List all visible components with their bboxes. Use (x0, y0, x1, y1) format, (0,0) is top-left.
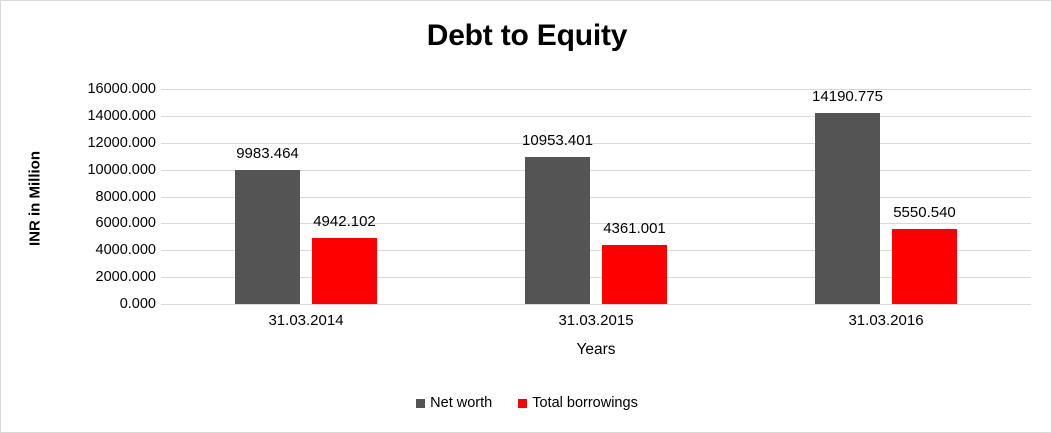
gridline (161, 89, 1031, 90)
y-axis-tick-label: 4000.000 (95, 242, 156, 259)
gridline (161, 115, 1031, 117)
chart-legend: Net worth Total borrowings (1, 395, 1051, 411)
bar-31-03-2016-net-worth[interactable] (815, 113, 880, 304)
y-axis-tick-label: 6000.000 (95, 215, 156, 232)
gridline (161, 277, 1031, 279)
plot-area: 9983.464 4942.102 10953.401 4361.001 14190.7… (161, 88, 1031, 305)
y-axis-tick-label: 8000.000 (95, 188, 156, 205)
gridline (161, 304, 1031, 305)
y-axis-tick-label: 14000.000 (87, 107, 156, 124)
legend-swatch-icon (416, 398, 426, 408)
legend-item-net-worth[interactable]: Net worth (416, 395, 492, 411)
bar-value-label: 5550.540 (893, 204, 956, 222)
gridline (161, 196, 1031, 198)
x-axis-title: Years (576, 341, 616, 358)
chart-title: Debt to Equity (426, 19, 628, 52)
gridline (161, 142, 1031, 144)
legend-swatch-icon (518, 398, 528, 408)
gridline (161, 169, 1031, 171)
legend-label: Total borrowings (532, 395, 638, 411)
legend-item-total-borrowings[interactable]: Total borrowings (518, 395, 638, 411)
y-axis-tick-labels: 16000.000 14000.000 12000.000 10000.000 8000… (48, 81, 156, 312)
bar-value-label: 14190.775 (812, 88, 883, 106)
bar-31-03-2015-total-borrowings[interactable] (602, 245, 667, 304)
bar-31-03-2014-net-worth[interactable] (235, 169, 300, 304)
y-axis-title: INR in Million (26, 151, 44, 247)
gridline (161, 223, 1031, 225)
bar-value-label: 9983.464 (236, 144, 299, 162)
bar-value-label: 4361.001 (603, 220, 666, 238)
y-axis-tick-label: 10000.000 (87, 161, 156, 178)
y-axis-tick-label: 16000.000 (87, 81, 156, 97)
x-axis-tick-label: 31.03.2014 (268, 312, 344, 329)
bar-value-label: 10953.401 (522, 131, 593, 149)
x-axis-tick-label: 31.03.2016 (848, 312, 924, 329)
y-axis-tick-label: 12000.000 (87, 134, 156, 151)
y-axis-tick-label: 0.000 (119, 296, 156, 312)
x-axis-tick-label: 31.03.2015 (558, 312, 634, 329)
bar-31-03-2015-net-worth[interactable] (525, 156, 590, 304)
bar-value-label: 4942.102 (313, 212, 376, 230)
bar-31-03-2016-total-borrowings[interactable] (892, 229, 957, 304)
legend-label: Net worth (430, 395, 493, 411)
bar-31-03-2014-total-borrowings[interactable] (312, 237, 377, 304)
y-axis-tick-label: 2000.000 (95, 269, 156, 286)
gridline (161, 250, 1031, 252)
